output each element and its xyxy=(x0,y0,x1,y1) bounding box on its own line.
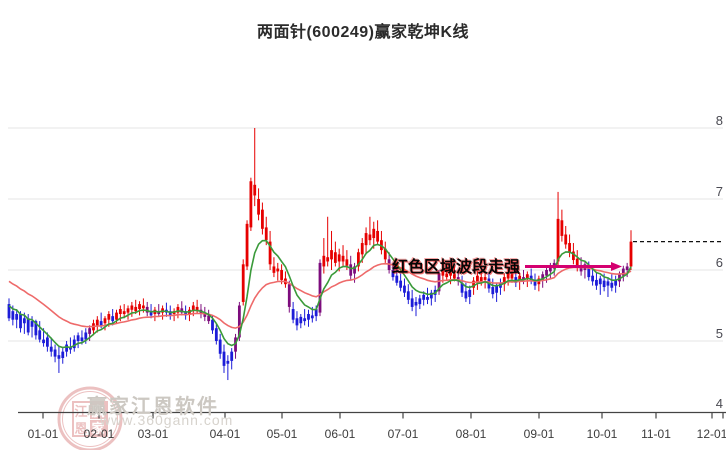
y-axis-label: 5 xyxy=(715,326,723,341)
x-axis-label: 06-01 xyxy=(324,427,356,441)
svg-text:恩: 恩 xyxy=(74,421,87,436)
y-axis-label: 7 xyxy=(715,184,723,199)
x-axis xyxy=(18,411,726,419)
x-axis-label: 07-01 xyxy=(387,427,419,441)
x-axis-label: 11-01 xyxy=(641,427,671,441)
grid-lines xyxy=(8,127,723,342)
y-axis-label: 4 xyxy=(715,396,723,411)
x-axis-label: 02-01 xyxy=(83,427,115,441)
x-axis-label: 09-01 xyxy=(523,427,555,441)
chart-title: 两面针(600249)赢家乾坤K线 xyxy=(256,24,470,41)
x-axis-label: 05-01 xyxy=(266,427,298,441)
watermark-url: www.360gann.com xyxy=(100,412,234,428)
seal-watermark: 江赢恩家 xyxy=(57,386,123,450)
x-axis-label: 12-01 xyxy=(696,427,726,441)
svg-text:江: 江 xyxy=(74,404,87,419)
svg-text:家: 家 xyxy=(91,421,105,436)
y-axis-label: 6 xyxy=(715,255,723,270)
ma-fast-line xyxy=(8,239,632,349)
band-strength-arrow xyxy=(525,261,622,271)
x-axis-label: 03-01 xyxy=(137,427,169,441)
x-axis-label: 04-01 xyxy=(209,427,241,441)
x-axis-label: 01-01 xyxy=(27,427,59,441)
svg-text:赢: 赢 xyxy=(91,404,104,419)
trend-annotation: 红色区域波段走强 xyxy=(392,259,521,276)
x-axis-label: 10-01 xyxy=(586,427,618,441)
watermark-brand: 赢家江恩软件 xyxy=(87,396,219,418)
ma-slow-line xyxy=(8,262,632,329)
x-axis-label: 08-01 xyxy=(455,427,487,441)
y-axis-label: 8 xyxy=(715,113,723,128)
candles-layer xyxy=(7,128,633,381)
